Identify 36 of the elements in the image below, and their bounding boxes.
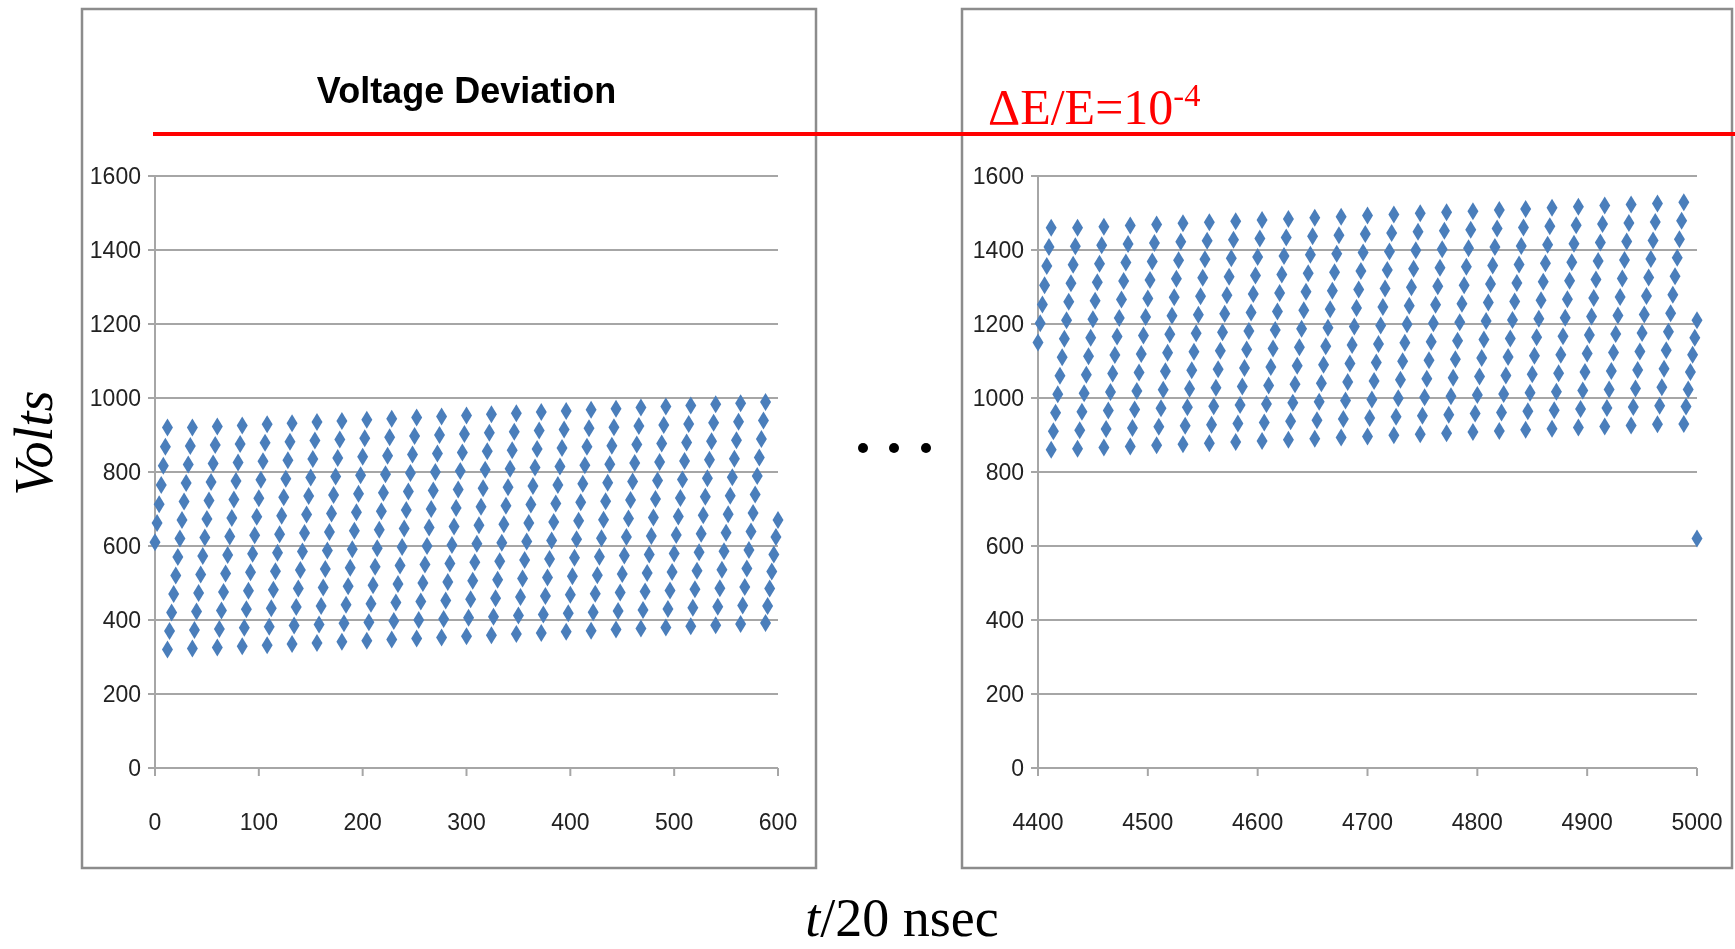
x-tick-label: 5000 — [1671, 809, 1723, 835]
y-axis-title: Volts — [4, 390, 64, 496]
y-tick-label: 1200 — [972, 311, 1024, 338]
y-tick-label: 800 — [985, 459, 1024, 486]
x-tick-label: 400 — [551, 809, 590, 835]
y-tick-label: 1600 — [89, 163, 141, 190]
y-tick-label: 1000 — [89, 385, 141, 412]
x-tick-label: 500 — [654, 809, 694, 835]
x-tick-label: 4800 — [1451, 809, 1503, 835]
y-tick-label: 200 — [985, 681, 1024, 708]
x-tick-label: 200 — [343, 809, 382, 835]
text: ΔE/E=10$^{-4}$ — [988, 77, 1201, 135]
y-tick-label: 1000 — [972, 385, 1024, 412]
y-tick-label: 200 — [102, 681, 141, 708]
x-tick-label: 4700 — [1341, 809, 1394, 835]
y-tick-label: 0 — [128, 755, 141, 782]
x-tick-label: 4500 — [1122, 809, 1174, 835]
y-tick-label: 600 — [985, 533, 1024, 560]
y-tick-label: 1200 — [89, 311, 141, 338]
x-tick-label: 0 — [148, 809, 162, 835]
y-tick-label: 400 — [102, 607, 141, 634]
y-tick-label: 800 — [102, 459, 141, 486]
x-tick-label: 4600 — [1232, 809, 1284, 835]
y-tick-label: 1600 — [972, 163, 1024, 190]
x-tick-label: 4400 — [1012, 809, 1064, 835]
x-axis-title: t/20 nsec — [805, 888, 999, 948]
x-tick-label: 100 — [239, 809, 279, 835]
x-tick-label: 4900 — [1561, 809, 1613, 835]
y-tick-label: 1400 — [972, 237, 1024, 264]
y-tick-label: 600 — [102, 533, 141, 560]
x-tick-label: 600 — [758, 809, 798, 835]
y-tick-label: 1400 — [89, 237, 141, 264]
y-tick-label: 400 — [985, 607, 1024, 634]
x-tick-label: 300 — [447, 809, 486, 835]
chart-title: Voltage Deviation — [316, 70, 617, 111]
y-tick-label: 0 — [1011, 755, 1024, 782]
